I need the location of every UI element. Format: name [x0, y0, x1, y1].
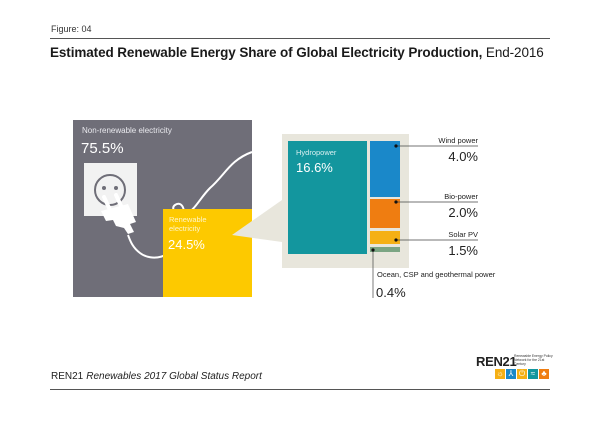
non-renewable-label: Non-renewable electricity — [82, 126, 172, 135]
bio-leader-dot — [394, 200, 398, 204]
wind-turbine-icon: ⅄ — [506, 369, 516, 379]
logo-tiles: ☼ ⅄ ⏻ ≈ ♣ — [495, 369, 549, 379]
hydropower-value: 16.6% — [296, 160, 333, 175]
leaf-icon: ♣ — [539, 369, 549, 379]
title-bold: Estimated Renewable Energy Share of Glob… — [50, 45, 483, 60]
figure-label: Figure: 04 — [51, 24, 92, 34]
sun-icon: ☼ — [495, 369, 505, 379]
logo-tagline: Renewable Energy Policy Network for the … — [514, 354, 553, 366]
hydropower-label: Hydropower — [296, 148, 337, 157]
power-icon: ⏻ — [517, 369, 527, 379]
renewable-value: 24.5% — [168, 237, 205, 252]
bio-power-label: Bio-power — [444, 192, 478, 201]
renewable-label-line1: Renewable — [169, 215, 207, 224]
renewable-label-line2: electricity — [169, 224, 201, 233]
bottom-divider — [50, 389, 550, 390]
renewable-block — [163, 209, 252, 297]
hydropower-tile — [288, 141, 367, 254]
bio-power-value: 2.0% — [448, 205, 478, 220]
footer-org: REN21 — [51, 371, 84, 382]
top-divider — [50, 38, 550, 39]
wind-power-value: 4.0% — [448, 149, 478, 164]
chart-title: Estimated Renewable Energy Share of Glob… — [50, 45, 544, 60]
wind-power-label: Wind power — [438, 136, 478, 145]
cable-icon — [127, 151, 253, 259]
title-regular: End-2016 — [482, 45, 544, 60]
ocean-label: Ocean, CSP and geothermal power — [377, 270, 496, 279]
ren21-logo: REN21 Renewable Energy Policy Network fo… — [476, 354, 553, 384]
callout-wedge — [232, 200, 282, 242]
bio-power-tile — [370, 199, 400, 228]
solar-leader-dot — [394, 238, 398, 242]
non-renewable-value: 75.5% — [81, 140, 124, 157]
ocean-leader-dot — [371, 248, 375, 252]
plug-icon — [101, 193, 136, 234]
wind-leader-dot — [394, 144, 398, 148]
footer-source: REN21 Renewables 2017 Global Status Repor… — [51, 371, 262, 382]
logo-wordmark: REN21 — [476, 354, 517, 369]
ocean-value: 0.4% — [376, 285, 406, 300]
solar-pv-tile — [370, 231, 400, 244]
ocean-csp-geothermal-tile — [370, 247, 400, 252]
solar-pv-value: 1.5% — [448, 243, 478, 258]
solar-pv-label: Solar PV — [448, 230, 478, 239]
wind-power-tile — [370, 141, 400, 197]
wave-icon: ≈ — [528, 369, 538, 379]
footer-report: Renewables 2017 Global Status Report — [86, 371, 262, 382]
